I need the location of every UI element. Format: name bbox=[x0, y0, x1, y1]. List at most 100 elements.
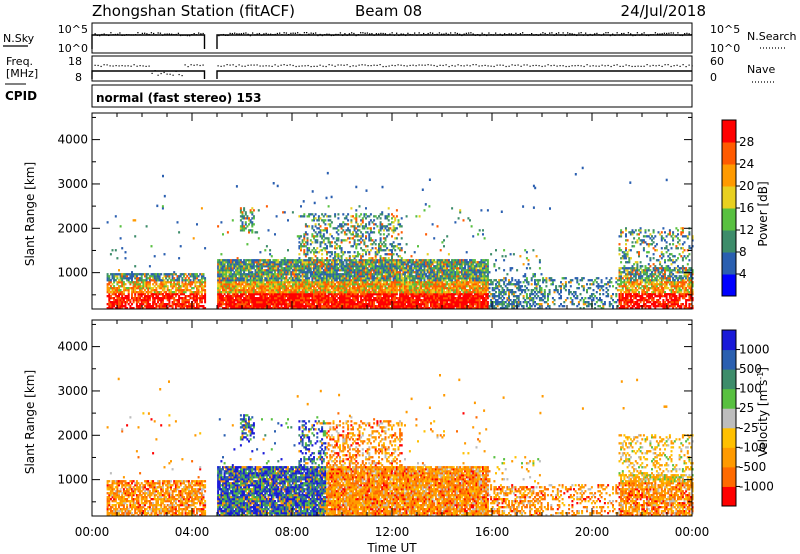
power-cell bbox=[277, 297, 280, 300]
power-cell bbox=[223, 293, 226, 296]
power-cell bbox=[314, 305, 317, 308]
power-cell bbox=[122, 277, 125, 280]
power-cell bbox=[239, 219, 242, 222]
nave-point bbox=[604, 65, 606, 67]
noise-search-point bbox=[387, 34, 389, 36]
nave-point bbox=[688, 64, 690, 66]
power-cell bbox=[236, 285, 239, 288]
power-cell bbox=[158, 273, 161, 276]
power-cell bbox=[246, 275, 249, 278]
power-cell bbox=[121, 291, 124, 294]
power-cell bbox=[343, 285, 346, 288]
nave-point bbox=[340, 64, 342, 66]
power-cell bbox=[340, 225, 343, 228]
power-cell bbox=[226, 293, 229, 296]
power-cell bbox=[298, 271, 301, 274]
noise-search-point bbox=[519, 33, 522, 35]
power-cell bbox=[135, 287, 138, 290]
power-cell bbox=[228, 287, 231, 290]
power-cell bbox=[304, 225, 307, 228]
power-cell bbox=[220, 253, 223, 256]
power-cell bbox=[262, 281, 265, 284]
power-cell bbox=[109, 281, 112, 284]
power-cell bbox=[170, 285, 172, 288]
power-cell bbox=[285, 307, 288, 310]
power-cell bbox=[337, 229, 340, 232]
nave-point bbox=[199, 64, 201, 67]
power-cell bbox=[303, 273, 306, 276]
power-cell bbox=[278, 283, 281, 286]
power-cell bbox=[329, 271, 332, 274]
power-cell bbox=[343, 279, 346, 282]
power-cell bbox=[355, 299, 358, 302]
power-cell bbox=[322, 289, 325, 292]
power-cell bbox=[171, 273, 174, 276]
power-cell bbox=[326, 295, 328, 298]
power-cell bbox=[282, 287, 285, 290]
nave-point bbox=[466, 64, 468, 66]
power-cell bbox=[248, 229, 250, 232]
power-cell bbox=[204, 299, 207, 302]
power-cell bbox=[381, 223, 384, 226]
power-cell bbox=[291, 281, 294, 284]
power-cell bbox=[321, 301, 324, 304]
power-cell bbox=[262, 299, 265, 302]
power-cell bbox=[178, 283, 181, 286]
power-cell bbox=[366, 231, 369, 234]
power-cell bbox=[275, 261, 278, 264]
power-cell bbox=[342, 229, 345, 232]
power-cell bbox=[274, 269, 276, 272]
power-cell bbox=[295, 303, 298, 306]
power-cell bbox=[308, 307, 311, 310]
power-cell bbox=[350, 301, 353, 304]
power-cell bbox=[355, 291, 358, 294]
power-cell bbox=[317, 259, 320, 262]
power-cell bbox=[155, 273, 158, 276]
power-cell bbox=[135, 299, 138, 302]
power-cell bbox=[316, 261, 319, 264]
power-cell bbox=[350, 293, 353, 296]
power-cell bbox=[293, 275, 296, 278]
power-cell bbox=[303, 233, 306, 236]
power-cell bbox=[186, 287, 189, 290]
power-cell bbox=[228, 305, 231, 308]
nave-point bbox=[514, 64, 516, 66]
power-cell bbox=[223, 303, 226, 306]
power-cell bbox=[301, 273, 304, 276]
power-cell bbox=[161, 279, 164, 282]
power-cell bbox=[132, 307, 135, 310]
power-cell bbox=[319, 269, 322, 272]
power-cell bbox=[165, 297, 168, 300]
power-cell bbox=[423, 209, 426, 212]
power-cell bbox=[339, 287, 341, 290]
power-cell bbox=[152, 299, 155, 302]
power-cell bbox=[261, 285, 263, 288]
power-cell bbox=[345, 289, 348, 292]
power-cell bbox=[197, 291, 200, 294]
power-cell bbox=[231, 277, 234, 280]
power-cell bbox=[293, 271, 296, 274]
power-cell bbox=[339, 289, 341, 292]
power-cell bbox=[239, 277, 242, 280]
power-cell bbox=[265, 263, 268, 266]
power-cell bbox=[243, 215, 246, 218]
power-cell bbox=[353, 301, 356, 304]
power-cell bbox=[353, 305, 356, 308]
power-cell bbox=[238, 259, 241, 262]
power-cell bbox=[174, 283, 177, 286]
power-cell bbox=[121, 299, 124, 302]
power-cell bbox=[230, 283, 233, 286]
power-cell bbox=[282, 263, 285, 266]
power-cell bbox=[280, 263, 283, 266]
power-cell bbox=[249, 229, 252, 232]
noise-search-point bbox=[681, 34, 684, 37]
power-cell bbox=[285, 269, 288, 272]
power-cell bbox=[334, 279, 337, 282]
power-cell bbox=[150, 307, 153, 310]
power-cell bbox=[252, 303, 255, 306]
power-cell bbox=[300, 269, 302, 272]
power-cell bbox=[134, 275, 137, 278]
power-cell bbox=[348, 263, 351, 266]
power-cell bbox=[122, 287, 125, 290]
power-cell bbox=[217, 275, 220, 278]
